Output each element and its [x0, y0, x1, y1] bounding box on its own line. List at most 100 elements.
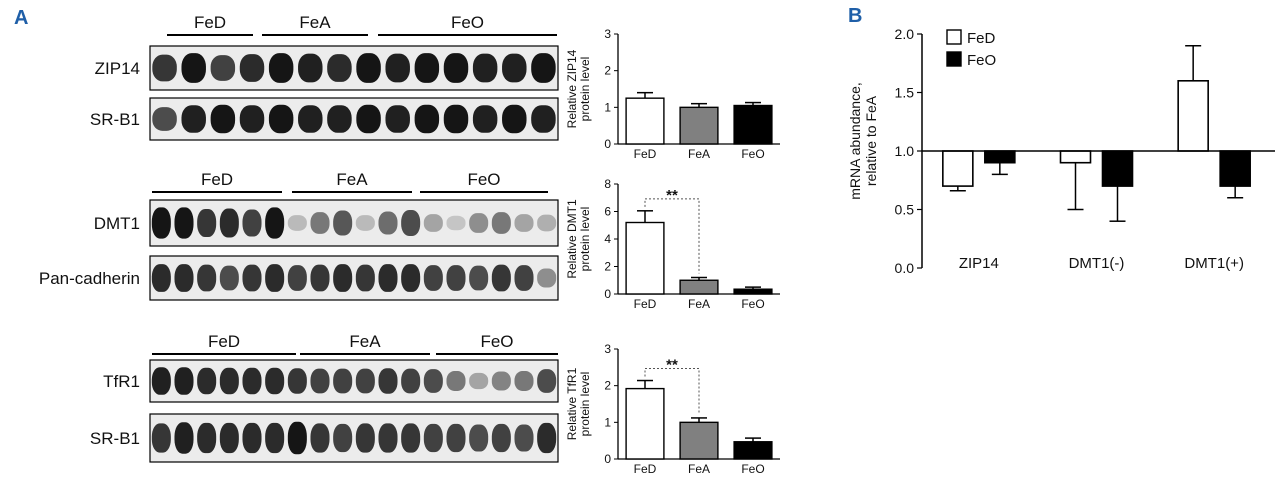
- x-category-label: ZIP14: [959, 255, 999, 272]
- blot-strip: [149, 255, 559, 301]
- blot-band: [210, 55, 236, 81]
- protein-label: TfR1: [103, 372, 140, 391]
- protein-label: ZIP14: [95, 59, 140, 78]
- blot-band: [298, 105, 323, 133]
- blot-band: [268, 53, 294, 83]
- blot-band: [401, 264, 421, 292]
- protein-label: SR-B1: [90, 429, 140, 448]
- blot-band: [242, 367, 262, 395]
- blot-band: [414, 104, 440, 134]
- x-category-label: DMT1(+): [1184, 255, 1244, 272]
- group-label-feo: FeO: [467, 170, 500, 189]
- y-axis-label-line: Relative TfR1: [565, 367, 579, 440]
- y-axis-label-line: protein level: [578, 57, 592, 122]
- blot-band: [472, 53, 498, 83]
- blot-band: [385, 105, 410, 133]
- blot-band: [423, 265, 443, 291]
- blot-band: [310, 368, 330, 394]
- blot-band: [537, 268, 557, 288]
- blot-band: [265, 422, 285, 454]
- blot-band: [491, 423, 511, 453]
- blot-band: [469, 213, 489, 233]
- blot-band: [287, 421, 307, 455]
- blot-band: [446, 265, 466, 291]
- blot-band: [310, 212, 330, 234]
- blot-strip: [149, 413, 559, 463]
- bar-fea: [679, 106, 719, 145]
- y-axis-label-line: Relative DMT1: [565, 199, 579, 279]
- x-category-label: DMT1(-): [1069, 255, 1125, 272]
- y-tick-label: 0.5: [895, 202, 915, 218]
- blot-band: [502, 53, 527, 83]
- x-tick-label: FeO: [741, 297, 764, 311]
- legend-label: FeD: [967, 30, 996, 47]
- group-label-fed: FeD: [208, 332, 240, 351]
- blot-band: [151, 207, 171, 239]
- blot-band: [443, 104, 469, 134]
- x-tick-label: FeO: [741, 147, 764, 161]
- x-tick-label: FeD: [634, 462, 657, 476]
- blot-band: [537, 369, 557, 393]
- blot-band: [174, 264, 194, 292]
- blot-band: [181, 53, 206, 83]
- x-tick-label: FeD: [634, 297, 657, 311]
- y-axis-label: Relative DMT1protein level: [565, 199, 592, 279]
- group-label-fed: FeD: [201, 170, 233, 189]
- blot-band: [333, 368, 353, 394]
- y-tick-label: 0: [604, 287, 611, 301]
- y-tick-label: 0.0: [895, 260, 915, 276]
- blot-band: [531, 53, 556, 83]
- bar-chart-3: 0 1 2 3 Relative TfR1protein level FeD FeA FeO *…: [565, 342, 780, 476]
- blot-band: [268, 104, 294, 134]
- blot-band: [355, 423, 375, 453]
- y-tick-label: 1: [604, 415, 611, 429]
- blot-band: [333, 423, 353, 453]
- panel-a-letter: A: [14, 7, 28, 29]
- blot-band: [298, 53, 323, 83]
- blot-band: [378, 211, 398, 235]
- blot-band: [327, 54, 352, 82]
- y-tick-label: 8: [604, 177, 611, 191]
- y-tick-label: 2: [604, 260, 611, 274]
- blot-band: [151, 264, 171, 292]
- blot-band: [378, 264, 398, 292]
- blot-band: [287, 265, 307, 291]
- blot-band: [514, 371, 534, 391]
- blot-band: [446, 423, 466, 453]
- blot-band: [385, 53, 410, 83]
- x-tick-label: FeD: [634, 147, 657, 161]
- significance-bracket: [644, 368, 700, 414]
- y-tick-label: 3: [604, 27, 611, 41]
- bar-fed: [1059, 150, 1092, 164]
- blot-band: [531, 105, 556, 133]
- blot-band: [423, 423, 443, 453]
- bar-feo: [984, 150, 1016, 164]
- blot-band: [401, 423, 421, 453]
- y-tick-label: 0: [604, 137, 611, 151]
- bar-feo: [733, 441, 773, 460]
- blot-band: [355, 264, 375, 292]
- bar-fed: [625, 387, 665, 460]
- group-label-feo: FeO: [480, 332, 513, 351]
- blot-band: [219, 265, 239, 291]
- blot-frame: [149, 199, 559, 247]
- group-label-feo: FeO: [451, 13, 484, 32]
- blot-band: [287, 368, 307, 394]
- blot-strip: [149, 199, 559, 247]
- y-axis-label-line: protein level: [578, 372, 592, 437]
- blot-band: [152, 107, 177, 131]
- blot-band: [378, 423, 398, 453]
- blot-band: [514, 265, 534, 291]
- y-tick-label: 1: [604, 100, 611, 114]
- y-tick-label: 2: [604, 64, 611, 78]
- blot-band: [327, 105, 352, 133]
- protein-label: DMT1: [94, 214, 140, 233]
- blot-band: [502, 104, 527, 134]
- blot-band: [491, 371, 511, 391]
- bar-chart-mrna: 0.0 0.5 1.0 1.5 2.0 mRNA abundance,relative t…: [847, 26, 1275, 276]
- blot-band: [265, 207, 285, 239]
- blot-band: [265, 367, 285, 395]
- protein-label: SR-B1: [90, 110, 140, 129]
- blot-band: [378, 368, 398, 394]
